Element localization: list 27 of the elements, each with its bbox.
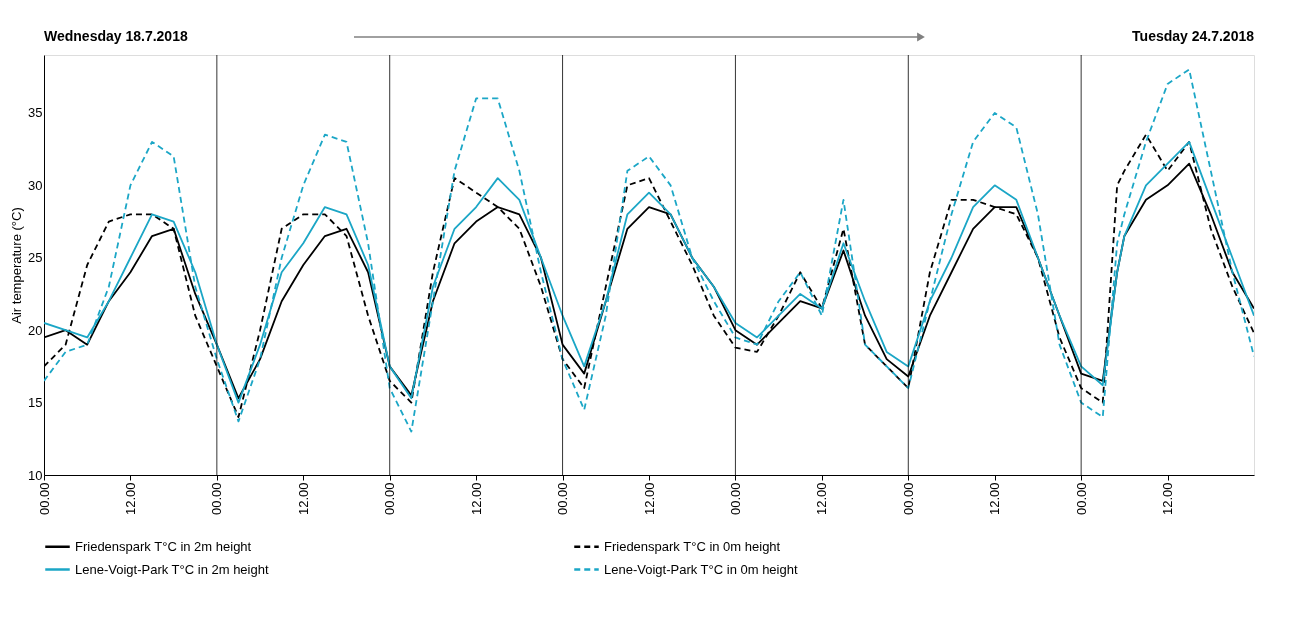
x-tick-label: 00.00 — [36, 482, 52, 516]
x-tick-label: 12.00 — [987, 482, 1003, 516]
x-tick-label: 12.00 — [1160, 482, 1176, 516]
text: Tuesday 24.7.2018 — [1132, 28, 1255, 44]
y-tick-label: 35 — [28, 105, 43, 121]
x-tick-label: 00.00 — [209, 482, 225, 516]
x-tick-label: 00.00 — [1073, 482, 1089, 516]
x-tick-label: 00.00 — [555, 482, 571, 516]
y-tick-label: 30 — [28, 177, 43, 193]
text: Wednesday 18.7.2018 — [44, 28, 188, 44]
x-tick-label: 12.00 — [468, 482, 484, 516]
legend-label: Lene-Voigt-Park T°C in 0m height — [604, 561, 798, 577]
y-tick-label: 25 — [28, 250, 43, 266]
legend-label: Friedenspark T°C in 0m height — [604, 538, 781, 554]
x-tick-label: 00.00 — [727, 482, 743, 516]
legend-label: Lene-Voigt-Park T°C in 2m height — [75, 561, 269, 577]
x-tick-label: 00.00 — [382, 482, 398, 516]
y-tick-label: 15 — [28, 395, 43, 411]
x-tick-label: 12.00 — [295, 482, 311, 516]
y-tick-label: 20 — [28, 322, 43, 338]
x-tick-label: 00.00 — [900, 482, 916, 516]
x-tick-label: 12.00 — [122, 482, 138, 516]
y-axis-title: Air temperature (°C) — [9, 207, 25, 324]
y-tick-label: 10 — [28, 467, 43, 483]
x-tick-label: 12.00 — [814, 482, 830, 516]
x-tick-label: 12.00 — [641, 482, 657, 516]
legend-label: Friedenspark T°C in 2m height — [75, 538, 252, 554]
